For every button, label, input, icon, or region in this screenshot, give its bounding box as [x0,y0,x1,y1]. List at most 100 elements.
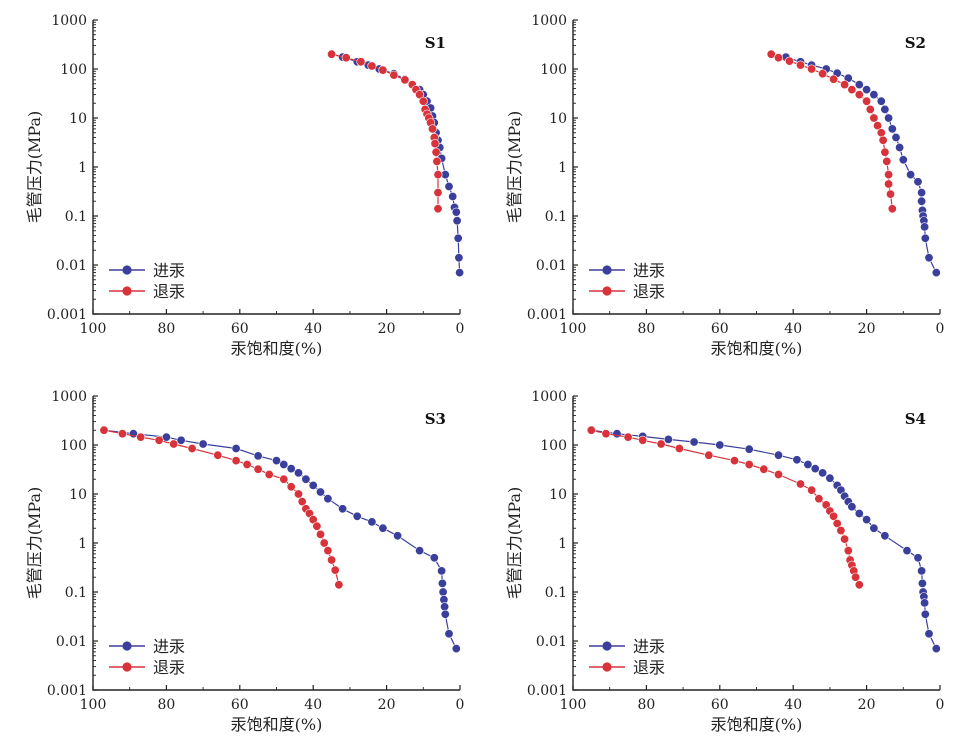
y-tick-label: 0.001 [527,307,567,323]
data-point [814,494,824,504]
data-point [438,587,448,597]
data-point [451,644,461,654]
data-point [920,222,930,232]
data-point [744,444,754,454]
data-point [315,487,325,497]
data-point [433,170,443,180]
data-point [271,456,281,466]
data-point [663,434,673,444]
y-tick-label: 0.001 [47,683,87,699]
data-point [869,523,879,533]
data-point [891,133,901,143]
data-point [851,572,861,582]
data-point [865,104,875,114]
data-point [818,69,828,79]
data-point [431,147,441,157]
data-point [689,437,699,447]
data-point [301,474,311,484]
data-point [356,57,366,67]
y-tick-label: 0.1 [545,209,567,225]
data-point [917,196,927,206]
x-tick-label: 40 [304,697,322,713]
data-point [213,450,223,460]
panel-label: S3 [425,410,446,428]
legend-entry: 进汞 [109,637,185,656]
data-point [876,128,886,138]
x-axis-label: 汞饱和度(%) [711,339,803,358]
chart-panel-s3: 0.001 0.01 0.1 1 10 100 1000 100 80 60 40 20 0 汞饱和度(%… [0,376,480,749]
legend-marker [122,286,132,296]
data-point [242,460,252,470]
data-point [744,460,754,470]
data-point [437,566,447,576]
data-point [623,432,633,442]
data-point [308,480,318,490]
data-point [878,135,888,145]
data-point [924,253,934,263]
y-tick-label: 1 [558,160,567,176]
data-point [264,470,274,480]
data-point [330,565,340,575]
data-point [843,546,853,556]
series-line [591,429,860,586]
legend-label: 进汞 [153,637,185,656]
x-tick-label: 60 [231,321,249,337]
data-point [869,113,879,123]
data-point [854,80,864,90]
legend-marker [602,662,612,672]
y-tick-label: 0.1 [65,209,87,225]
legend-marker [602,641,612,651]
x-tick-label: 40 [784,697,802,713]
data-point [730,456,740,466]
data-point [803,460,813,470]
data-point [327,49,337,59]
legend-label: 退汞 [153,658,185,677]
data-point [367,517,377,527]
x-tick-label: 100 [80,321,107,337]
data-point [393,531,403,541]
y-axis-label: 毛管压力(MPa) [25,111,44,223]
data-point [400,75,410,85]
data-point [884,170,894,180]
y-tick-label: 10 [69,487,87,503]
y-tick-label: 1 [78,536,87,552]
data-point [433,188,443,198]
data-point [656,439,666,449]
data-point [920,233,930,243]
x-tick-label: 20 [858,321,876,337]
x-tick-label: 0 [936,321,945,337]
x-tick-label: 80 [637,697,655,713]
data-point [873,121,883,131]
data-point [279,474,289,484]
legend-label: 退汞 [633,658,665,677]
data-point [887,124,897,134]
y-tick-label: 100 [60,438,87,454]
data-point [315,529,325,539]
x-tick-label: 40 [304,321,322,337]
data-point [334,580,344,590]
data-point [323,494,333,504]
axis-frame [572,20,940,315]
data-point [810,464,820,474]
x-tick-label: 20 [378,697,396,713]
data-point [840,534,850,544]
data-point [773,53,783,63]
data-point [902,546,912,556]
legend-entry: 退汞 [589,282,665,301]
y-tick-label: 1000 [51,389,87,405]
data-point [847,502,857,512]
chart-panel-s4: 0.001 0.01 0.1 1 10 100 1000 100 80 60 40 20 0 汞饱和度(%… [480,376,960,749]
x-tick-label: 80 [637,321,655,337]
data-point [253,464,263,474]
data-point [319,538,329,548]
data-point [638,435,648,445]
legend-label: 进汞 [633,261,665,280]
data-point [884,113,894,123]
data-point [876,96,886,106]
data-point [455,268,465,278]
y-tick-label: 100 [540,62,567,78]
data-point [352,511,362,521]
data-point [448,192,458,202]
chart-panel-s1: 0.001 0.01 0.1 1 10 100 1000 100 80 60 40 20 0 汞饱和度(%… [0,0,480,374]
data-point [913,553,923,563]
